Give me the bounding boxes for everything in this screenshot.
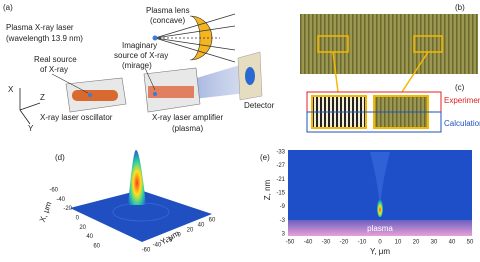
beam — [377, 199, 383, 217]
tick-label: -10 — [358, 240, 367, 246]
label: (concave) — [150, 16, 185, 25]
panel-d: (d) X, μm Y, μm -60-40-200204060-60-40-2… — [38, 150, 216, 254]
amplifier — [143, 67, 201, 113]
tick-label: -33 — [276, 150, 285, 156]
axis-title: Z, nm — [263, 179, 272, 200]
tick-label: 40 — [198, 223, 205, 229]
label: (mirage) — [122, 61, 152, 70]
image — [300, 14, 478, 74]
axis-label: Z — [40, 93, 45, 102]
tick-label: 3 — [282, 232, 286, 238]
panel-label: (e) — [260, 153, 270, 162]
panel-a: (a) Plasma X-ray laser (wavelength 13.9 … — [3, 3, 275, 133]
label: plasma — [367, 224, 393, 233]
tick-label: 20 — [79, 225, 86, 231]
tick-label: 0 — [378, 240, 382, 246]
axis-label: X — [8, 85, 14, 94]
label: Experiment — [444, 96, 480, 105]
plasma-lens — [152, 13, 236, 63]
panel-label: (d) — [55, 153, 65, 162]
tick-label: 10 — [395, 240, 402, 246]
tick-label: -27 — [276, 163, 285, 169]
panel-label: (b) — [455, 3, 465, 12]
tick-label: -40 — [304, 240, 313, 246]
tick-label: 0 — [76, 216, 80, 222]
tick-label: -20 — [340, 240, 349, 246]
tick-label: 40 — [449, 240, 456, 246]
peak — [128, 150, 146, 205]
axis-label: Y — [28, 124, 34, 133]
label: X-ray laser amplifier — [152, 113, 223, 122]
label: source of X-ray — [114, 51, 168, 60]
tick-label: -21 — [276, 177, 285, 183]
panel-label: (a) — [3, 3, 13, 12]
tick-label: -20 — [63, 206, 72, 212]
axis-title: Y, μm — [370, 247, 390, 256]
label: Calculation — [444, 119, 480, 128]
panel-c: (c) Experiment Calculation — [306, 83, 480, 133]
arrow — [401, 51, 429, 93]
tick-label: -60 — [142, 248, 151, 254]
panel-e: (e) plasma Z, nm Y, μm -33-27-21-15-9-33… — [260, 150, 474, 257]
tick-label: 50 — [467, 240, 474, 246]
tick-label: -20 — [164, 238, 173, 244]
label: X-ray laser oscillator — [40, 113, 113, 122]
oscillator — [51, 73, 127, 113]
tick-label: 40 — [86, 234, 93, 240]
tick-label: 20 — [187, 228, 194, 234]
label: (plasma) — [172, 124, 203, 133]
tick-label: -40 — [56, 197, 65, 203]
tick-label: -60 — [49, 188, 58, 194]
frame — [306, 111, 442, 133]
panel-b: (b) — [300, 3, 478, 93]
label: Plasma X-ray laser — [6, 23, 74, 32]
tick-label: -15 — [276, 191, 285, 197]
surface — [70, 190, 212, 242]
axis-title: X, μm — [38, 200, 54, 223]
plasma-band — [288, 220, 472, 236]
label: Real source — [34, 55, 77, 64]
detector-icon — [237, 51, 263, 101]
tick-label: -50 — [286, 240, 295, 246]
tick-label: 60 — [209, 218, 216, 224]
tick-label: -30 — [322, 240, 331, 246]
label: (wavelength 13.9 nm) — [6, 34, 83, 43]
label: of X-ray — [40, 65, 68, 74]
label: Imaginary — [122, 41, 157, 50]
tick-label: 0 — [177, 233, 181, 239]
tick-label: 20 — [413, 240, 420, 246]
arrow — [332, 51, 339, 93]
label: Detector — [244, 101, 275, 110]
axes-icon — [19, 88, 41, 125]
tick-label: 60 — [93, 244, 100, 250]
tick-label: -40 — [153, 243, 162, 249]
tick-label: 30 — [431, 240, 438, 246]
tick-label: -9 — [280, 204, 286, 210]
panel-label: (c) — [455, 83, 465, 92]
tick-label: -3 — [280, 218, 286, 224]
label: Plasma lens — [146, 6, 190, 15]
